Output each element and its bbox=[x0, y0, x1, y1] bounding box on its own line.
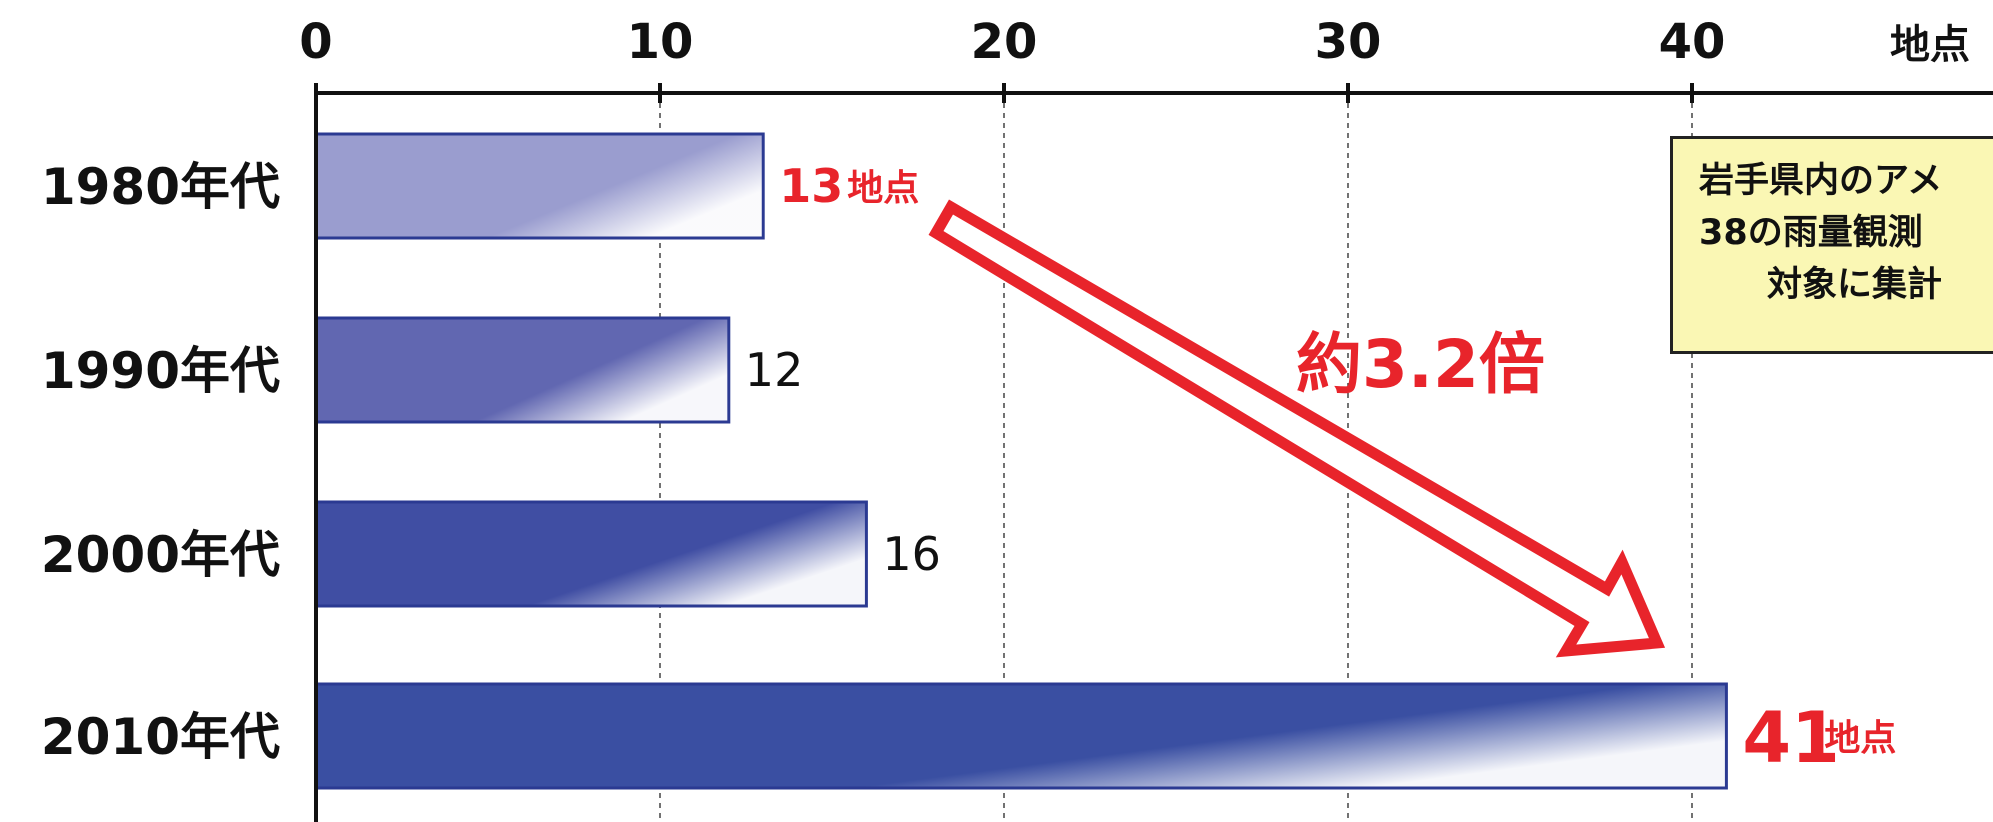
value-label-2: 16 bbox=[882, 527, 941, 581]
bar-shine-0 bbox=[317, 135, 762, 237]
value-label-3: 41 bbox=[1742, 697, 1839, 779]
x-tick-label-40: 40 bbox=[1659, 14, 1726, 70]
x-tick-label-20: 20 bbox=[971, 14, 1038, 70]
value-label-0: 13 bbox=[779, 159, 843, 213]
value-unit-0: 地点 bbox=[847, 168, 919, 209]
x-axis-unit: 地点 bbox=[1890, 22, 1970, 68]
category-label-0: 1980年代 bbox=[41, 158, 280, 216]
category-label-2: 2000年代 bbox=[41, 526, 280, 584]
growth-arrow-icon bbox=[928, 199, 1666, 658]
bar-shine-1 bbox=[317, 319, 728, 421]
note-box: 岩手県内のアメ 38の雨量観測 対象に集計 bbox=[1670, 136, 1993, 354]
note-line-1: 岩手県内のアメ bbox=[1699, 161, 1943, 201]
x-tick-label-10: 10 bbox=[627, 14, 694, 70]
bar-shine-3 bbox=[317, 685, 1725, 787]
note-line-3: 対象に集計 bbox=[1767, 265, 1943, 305]
axes bbox=[314, 83, 1993, 822]
growth-arrow bbox=[928, 199, 1666, 658]
x-tick-label-0: 0 bbox=[299, 14, 332, 70]
value-unit-3: 地点 bbox=[1824, 718, 1896, 759]
bars bbox=[314, 132, 1728, 790]
x-tick-label-30: 30 bbox=[1315, 14, 1382, 70]
category-label-1: 1990年代 bbox=[41, 342, 280, 400]
ratio-annotation: 約3.2倍 bbox=[1296, 326, 1545, 403]
note-line-2: 38の雨量観測 bbox=[1699, 213, 1923, 253]
value-label-1: 12 bbox=[745, 343, 804, 397]
category-label-3: 2010年代 bbox=[41, 708, 280, 766]
bar-shine-2 bbox=[317, 503, 865, 605]
